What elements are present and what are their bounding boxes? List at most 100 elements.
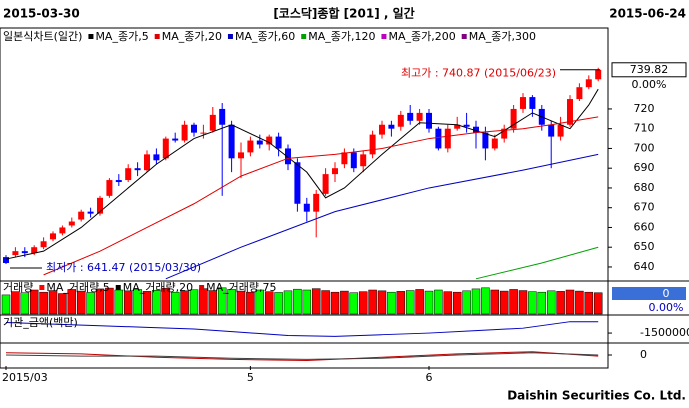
legend-swatch	[301, 34, 307, 39]
volume-bar	[142, 291, 152, 315]
candle-body	[125, 168, 132, 181]
candle-body	[21, 251, 28, 254]
candle-body	[266, 136, 273, 145]
volume-bar	[415, 289, 424, 315]
candle-body	[200, 132, 207, 134]
candle-body	[585, 79, 592, 88]
volume-bar	[161, 288, 171, 315]
ma-line	[475, 246, 599, 280]
footer: Daishin Securities Co. Ltd.	[507, 389, 686, 403]
volume-bar	[67, 289, 77, 315]
candle-body	[31, 247, 38, 254]
candle-body	[529, 97, 536, 109]
volume-bar	[518, 290, 528, 315]
last-price-box	[611, 62, 687, 78]
y-tick-label: 670	[634, 201, 655, 214]
volume-bar	[537, 291, 547, 315]
candle-body	[379, 124, 385, 135]
volume-bar	[358, 291, 368, 315]
candle-body	[172, 138, 179, 141]
legend-label: MA_종가,20	[162, 30, 222, 43]
volume-bar	[152, 290, 161, 315]
volume-bar	[217, 287, 227, 315]
candle-body	[144, 154, 150, 171]
volume-bar	[255, 289, 265, 315]
volume-bar	[246, 291, 255, 315]
volume-bar	[227, 289, 236, 315]
candle-body	[557, 124, 564, 137]
candle-body	[407, 112, 414, 121]
candle-body	[238, 152, 244, 159]
y-tick-label: 690	[634, 161, 655, 174]
volume-bar	[321, 290, 330, 315]
volume-bar	[377, 290, 387, 315]
volume-bar	[452, 291, 462, 315]
y-tick-label: 720	[634, 102, 655, 115]
volume-readout-box	[612, 287, 686, 300]
candle-body	[78, 211, 85, 220]
legend-chart-label: 일본식차트(일간)	[3, 29, 82, 43]
osc-line	[5, 352, 599, 360]
candle-body	[12, 251, 19, 256]
volume-bar	[490, 289, 500, 315]
y-tick-label: 680	[634, 181, 655, 194]
volume-bar	[264, 291, 274, 315]
volume-bar	[349, 292, 359, 315]
volume-bar	[499, 290, 509, 315]
volume-bar	[29, 289, 39, 315]
candle-body	[341, 152, 348, 165]
volume-bar	[481, 287, 490, 315]
candle-body	[285, 148, 291, 165]
chart-title: [코스닥]종합 [201] , 일간	[273, 6, 414, 21]
legend-label: MA_종가,5	[95, 30, 148, 43]
candle-body	[50, 233, 56, 240]
volume-bar	[1, 294, 11, 315]
volume-bar	[584, 291, 594, 315]
candle-body	[369, 134, 376, 155]
candle-body	[426, 112, 432, 129]
candle-body	[134, 168, 141, 171]
y-tick-label: 0	[640, 348, 647, 361]
candle-body	[510, 108, 517, 129]
volume-bar	[208, 290, 218, 315]
candle-body	[303, 203, 310, 212]
ma-line	[5, 88, 599, 260]
volume-bar	[48, 290, 58, 315]
candle-body	[219, 108, 226, 125]
candle-body	[256, 140, 263, 145]
volume-bar	[387, 291, 396, 315]
volume-bar	[471, 288, 481, 315]
volume-bar	[39, 291, 48, 315]
x-tick-label: 2015/03	[2, 371, 48, 384]
volume-bar	[189, 289, 199, 315]
volume-ma-label: MA_거래량,20	[123, 281, 193, 294]
legend-label: MA_종가,200	[388, 30, 455, 43]
candle-body	[191, 124, 197, 133]
volume-bar	[509, 289, 518, 315]
ma-line	[165, 153, 599, 280]
volume-bar	[330, 291, 340, 315]
candle-body	[332, 168, 338, 175]
volume-bar	[302, 289, 312, 315]
candle-body	[275, 136, 282, 149]
candle-body	[59, 227, 66, 234]
y-tick-label: 660	[634, 220, 655, 233]
candle-body	[482, 132, 489, 149]
volume-bar	[114, 289, 124, 315]
y-tick-label: -1500000	[640, 326, 689, 339]
candle-body	[247, 140, 254, 153]
volume-bar	[86, 292, 95, 315]
volume-bar	[11, 291, 20, 315]
volume-bar	[443, 291, 453, 315]
volume-readout-pct: 0.00%	[649, 301, 684, 314]
x-tick-label: 6	[426, 371, 433, 384]
low-annotation: 최저가 : 641.47 (2015/03/30)	[46, 261, 201, 274]
volume-bar	[20, 292, 30, 315]
y-tick-label: 650	[634, 240, 655, 253]
high-annotation: 최고가 : 740.87 (2015/06/23)	[401, 67, 556, 80]
volume-bar	[424, 290, 434, 315]
volume-bar	[434, 289, 443, 315]
candle-body	[454, 124, 461, 129]
legend-swatch	[88, 34, 94, 39]
